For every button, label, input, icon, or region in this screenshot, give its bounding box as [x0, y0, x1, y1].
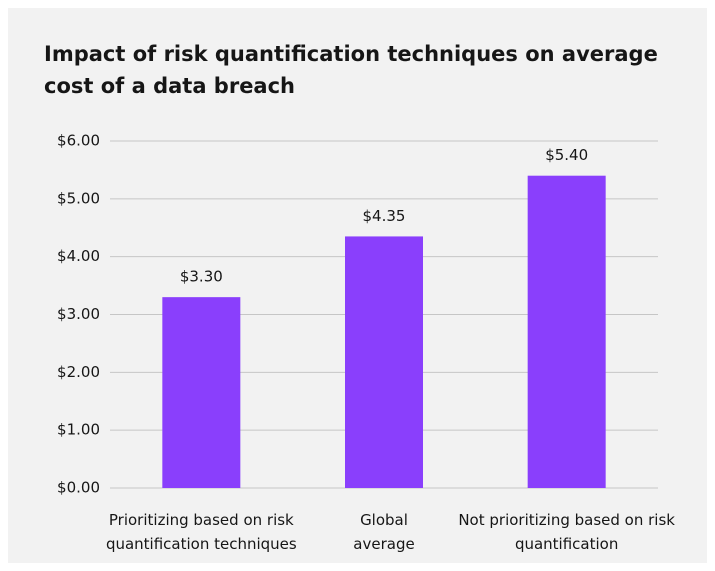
y-tick-label: $6.00: [57, 132, 100, 150]
chart-title: Impact of risk quantification techniques…: [44, 42, 658, 98]
y-tick-label: $4.00: [57, 247, 100, 265]
y-tick-label: $3.00: [57, 305, 100, 323]
data-label: $5.40: [545, 146, 588, 164]
y-tick-label: $5.00: [57, 189, 100, 207]
bar: [162, 297, 241, 488]
data-label: $3.30: [180, 268, 223, 286]
data-label: $4.35: [363, 207, 406, 225]
bar: [527, 175, 606, 488]
x-tick-label: Prioritizing based on risk quantificatio…: [105, 511, 297, 553]
x-tick-label: Global average: [353, 511, 415, 553]
y-tick-label: $1.00: [57, 421, 100, 439]
x-tick-label: Not prioritizing based on risk quantific…: [458, 511, 675, 553]
y-tick-label: $0.00: [57, 479, 100, 497]
y-tick-label: $2.00: [57, 363, 100, 381]
bar: [345, 236, 423, 488]
